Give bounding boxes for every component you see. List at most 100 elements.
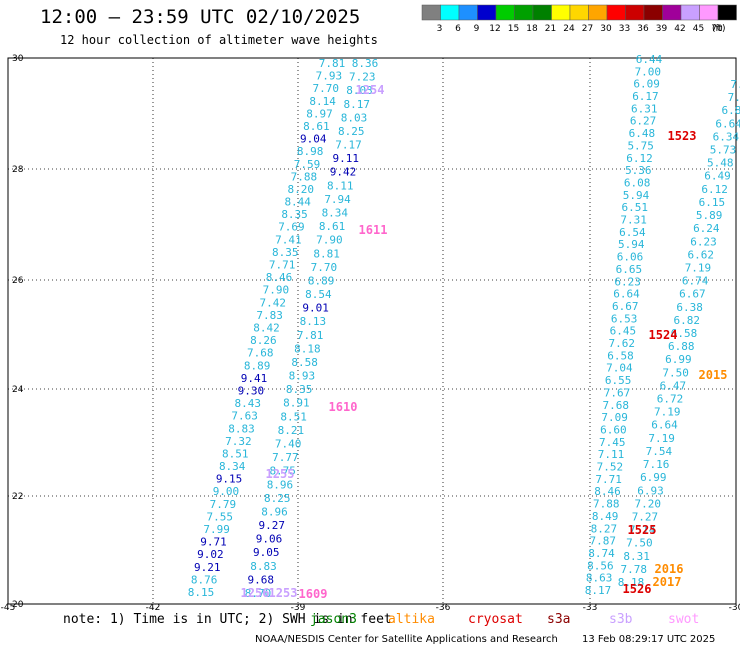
swh-value: 6.23	[614, 275, 641, 288]
swh-value: 8.96	[261, 505, 288, 518]
swh-value: 5.75	[627, 139, 654, 152]
swh-value: 9.30	[238, 384, 265, 397]
swh-value: 8.14	[309, 95, 336, 108]
swh-value: 7.32	[225, 435, 252, 448]
swh-value: 7.52	[597, 461, 624, 474]
swh-value: 8.25	[338, 125, 365, 138]
swh-value: 8.97	[306, 107, 333, 120]
swh-value: 9.00	[213, 485, 240, 498]
swh-value: 6.93	[637, 484, 664, 497]
swh-value: 6.48	[629, 127, 656, 140]
y-tick-label: 30	[12, 54, 24, 64]
swh-value: 8.61	[319, 220, 346, 233]
swh-value: 7.99	[203, 523, 230, 536]
legend-tick-label: 39	[656, 24, 668, 34]
swh-value: 7.88	[593, 498, 620, 511]
legend-tick-label: 12	[489, 24, 500, 34]
legend-tick-label: 30	[600, 24, 612, 34]
swh-value: 8.03	[341, 111, 368, 124]
swh-value: 8.35	[286, 383, 313, 396]
swh-value: 6.8	[721, 104, 740, 117]
swh-value: 7.81	[319, 57, 346, 70]
mission-s3a: s3a	[547, 612, 571, 627]
y-tick-label: 24	[12, 385, 24, 395]
pass-label: 1523	[668, 129, 697, 143]
swh-value: 8.21	[278, 424, 305, 437]
swh-value: 9.21	[194, 561, 221, 574]
legend-unit: (ft)	[712, 24, 726, 34]
swh-value: 6.34	[713, 130, 740, 143]
swh-value: 9.68	[247, 573, 274, 586]
swh-value: 5.36	[625, 164, 652, 177]
swh-value: 6.65	[616, 263, 643, 276]
swh-value: 6.88	[668, 340, 695, 353]
swh-value: 9.42	[330, 166, 357, 179]
swh-value: 6.64	[613, 288, 640, 301]
swh-value: 8.15	[188, 586, 215, 599]
swh-value: 8.46	[266, 271, 293, 284]
swh-value: 6.49	[704, 170, 731, 183]
swh-value: 8.89	[308, 274, 335, 287]
swh-value: 9.06	[256, 533, 283, 546]
swh-value: 7.16	[643, 458, 670, 471]
y-tick-label: 22	[12, 492, 23, 502]
swh-value: 7.83	[256, 309, 283, 322]
legend-tick-label: 45	[693, 24, 704, 34]
swh-value: 8.89	[244, 359, 271, 372]
swh-value: 6.99	[665, 353, 692, 366]
swh-value: 7.04	[606, 362, 633, 375]
swh-value: 6.54	[619, 226, 646, 239]
swh-value: 5.73	[710, 144, 737, 157]
swh-value: 7.14	[629, 524, 656, 537]
swh-value: 7.45	[599, 436, 626, 449]
x-tick-label: -30	[729, 603, 740, 613]
y-tick-label: 26	[12, 276, 24, 286]
swh-value: 6.17	[632, 90, 659, 103]
legend-tick-label: 6	[455, 24, 461, 34]
swh-value: 5.48	[707, 157, 734, 170]
x-tick-label: -39	[291, 603, 306, 613]
swh-value: 8.61	[303, 120, 330, 133]
pass-label: 1610	[329, 400, 358, 414]
swh-value: 7.41	[275, 233, 302, 246]
swh-value: 7.19	[648, 432, 675, 445]
x-tick-label: -36	[436, 603, 451, 613]
swh-value: 7.31	[620, 214, 647, 227]
swh-value: 7.63	[231, 410, 258, 423]
swh-value: 8.35	[272, 246, 299, 259]
swh-value: 6.64	[715, 117, 740, 130]
swh-value: 7.68	[603, 399, 630, 412]
swh-value: 7.27	[632, 510, 659, 523]
pass-label: 1253	[269, 586, 298, 600]
swh-value: 8.76	[191, 573, 218, 586]
mission-jason3: jason3	[310, 612, 357, 627]
swh-value: 5.94	[618, 238, 645, 251]
swh-value: 7.94	[324, 193, 351, 206]
pass-label: 2017	[653, 575, 682, 589]
swh-value: 7.00	[635, 65, 662, 78]
swh-value: 6.31	[631, 102, 658, 115]
swh-value: 8.98	[297, 145, 324, 158]
swh-value: 7.81	[297, 329, 324, 342]
swh-value: 8.74	[588, 547, 615, 560]
swh-value: 7.68	[247, 347, 274, 360]
swh-value: 7.11	[598, 448, 625, 461]
swh-value: 9.11	[333, 152, 360, 165]
swh-value: 7.79	[210, 498, 237, 511]
pass-label: 1609	[299, 587, 328, 601]
swh-value: 9.02	[197, 548, 224, 561]
swh-value: 6.45	[610, 325, 637, 338]
legend-tick-label: 9	[474, 24, 480, 34]
pass-label: 1524	[649, 328, 678, 342]
swh-value: 9.71	[200, 536, 227, 549]
swh-value: 6.62	[687, 248, 714, 261]
swh-value: 7.19	[685, 261, 712, 274]
swh-value: 6.12	[626, 152, 653, 165]
swh-value: 5.94	[623, 189, 650, 202]
swh-value: 8.70	[245, 587, 272, 600]
pass-label: 2016	[655, 562, 684, 576]
swh-value: 8.63	[586, 572, 613, 585]
swh-value: 7.50	[626, 537, 653, 550]
swh-value: 6.72	[657, 393, 684, 406]
swh-value: 6.47	[660, 379, 687, 392]
